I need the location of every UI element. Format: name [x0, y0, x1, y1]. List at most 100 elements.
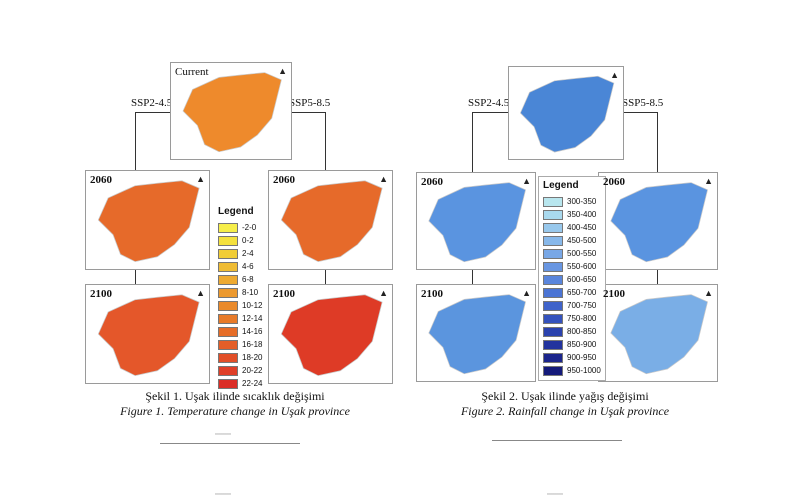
rainfall-map-2100-ssp2: 2100 ▲ — [416, 284, 536, 382]
legend-row: 4-6 — [218, 260, 262, 273]
caption-turkish: Şekil 2. Uşak ilinde yağış değişimi — [481, 389, 649, 403]
province-fill — [97, 180, 200, 263]
connector — [325, 112, 326, 172]
legend-list: 300-350 350-400 400-450 450-500 500-550 550-6… — [543, 195, 601, 377]
legend-swatch — [218, 248, 238, 259]
legend-row: 22-24 — [218, 377, 262, 390]
legend-label: 4-6 — [242, 262, 254, 271]
north-arrow-icon: ▲ — [196, 174, 205, 184]
north-arrow-icon: ▲ — [704, 288, 713, 298]
legend-row: 8-10 — [218, 286, 262, 299]
legend-swatch — [543, 274, 563, 285]
legend-label: 450-500 — [567, 236, 597, 245]
province-shape — [97, 294, 200, 377]
connector — [135, 112, 136, 172]
legend-row: 12-14 — [218, 312, 262, 325]
legend-label: 400-450 — [567, 223, 597, 232]
north-arrow-icon: ▲ — [196, 288, 205, 298]
rainfall-map-current: ▲ — [508, 66, 624, 160]
legend-swatch — [218, 274, 238, 285]
legend-label: 12-14 — [242, 314, 263, 323]
legend-swatch — [543, 235, 563, 246]
legend-swatch — [218, 235, 238, 246]
legend-row: 600-650 — [543, 273, 601, 286]
rainfall-map-2060-ssp2: 2060 ▲ — [416, 172, 536, 270]
legend-label: 2-4 — [242, 249, 254, 258]
province-shape — [428, 182, 526, 263]
province-fill — [610, 294, 708, 375]
legend-row: 450-500 — [543, 234, 601, 247]
connector — [135, 270, 136, 286]
legend-swatch — [218, 378, 238, 389]
legend-swatch — [543, 222, 563, 233]
legend-label: 700-750 — [567, 301, 597, 310]
legend-label: 850-900 — [567, 340, 597, 349]
legend-label: 750-800 — [567, 314, 597, 323]
north-arrow-icon: ▲ — [379, 288, 388, 298]
legend-row: 16-18 — [218, 338, 262, 351]
legend-list: -2-0 0-2 2-4 4-6 6-8 8-10 10-12 12-14 14-16 16-18… — [218, 221, 262, 390]
legend-swatch — [543, 196, 563, 207]
connector — [135, 112, 172, 113]
legend-row: 750-800 — [543, 312, 601, 325]
province-fill — [280, 180, 383, 263]
legend-label: 550-600 — [567, 262, 597, 271]
legend-swatch — [543, 287, 563, 298]
legend-row: 700-750 — [543, 299, 601, 312]
connector — [657, 270, 658, 286]
scenario-label-ssp2: SSP2-4.5 — [129, 97, 175, 109]
legend-label: 16-18 — [242, 340, 263, 349]
province-fill — [428, 182, 526, 263]
page-artifact-text: xxxxxxxx — [215, 491, 231, 496]
legend-swatch — [543, 300, 563, 311]
figure-1-caption: Şekil 1. Uşak ilinde sıcaklık değişimi F… — [85, 389, 385, 419]
legend-swatch — [543, 365, 563, 376]
connector — [325, 270, 326, 286]
legend-row: 650-700 — [543, 286, 601, 299]
legend-row: 6-8 — [218, 273, 262, 286]
province-shape — [280, 294, 383, 377]
legend-label: 350-400 — [567, 210, 597, 219]
temperature-map-current: Current ▲ — [170, 62, 292, 160]
legend-row: 2-4 — [218, 247, 262, 260]
scenario-label-ssp2: SSP2-4.5 — [466, 97, 512, 109]
legend-swatch — [543, 261, 563, 272]
rainfall-legend: Legend 300-350 350-400 400-450 450-500 500-5… — [538, 176, 606, 381]
legend-swatch — [218, 313, 238, 324]
legend-label: 800-850 — [567, 327, 597, 336]
legend-swatch — [218, 352, 238, 363]
legend-swatch — [543, 313, 563, 324]
legend-swatch — [543, 326, 563, 337]
north-arrow-icon: ▲ — [522, 288, 531, 298]
map-label: 2100 — [421, 288, 443, 300]
province-shape — [610, 182, 708, 263]
legend-row: 350-400 — [543, 208, 601, 221]
connector — [472, 270, 473, 286]
legend-row: 550-600 — [543, 260, 601, 273]
legend-label: -2-0 — [242, 223, 257, 232]
legend-row: 950-1000 — [543, 364, 601, 377]
legend-row: 400-450 — [543, 221, 601, 234]
legend-label: 14-16 — [242, 327, 263, 336]
north-arrow-icon: ▲ — [522, 176, 531, 186]
legend-row: 18-20 — [218, 351, 262, 364]
legend-row: 10-12 — [218, 299, 262, 312]
legend-swatch — [218, 365, 238, 376]
map-label: 2060 — [90, 174, 112, 186]
temperature-legend: Legend -2-0 0-2 2-4 4-6 6-8 8-10 10-12 12-14 14-… — [218, 206, 262, 390]
province-shape — [182, 72, 282, 153]
legend-swatch — [218, 326, 238, 337]
legend-label: 0-2 — [242, 236, 254, 245]
legend-row: 500-550 — [543, 247, 601, 260]
legend-label: 8-10 — [242, 288, 259, 297]
north-arrow-icon: ▲ — [379, 174, 388, 184]
legend-swatch — [218, 261, 238, 272]
legend-label: 22-24 — [242, 379, 263, 388]
map-label: 2060 — [273, 174, 295, 186]
connector — [657, 112, 658, 172]
page-artifact-text: xxxxxxxx — [215, 431, 231, 436]
caption-turkish: Şekil 1. Uşak ilinde sıcaklık değişimi — [145, 389, 325, 403]
legend-label: 20-22 — [242, 366, 263, 375]
legend-label: 900-950 — [567, 353, 597, 362]
